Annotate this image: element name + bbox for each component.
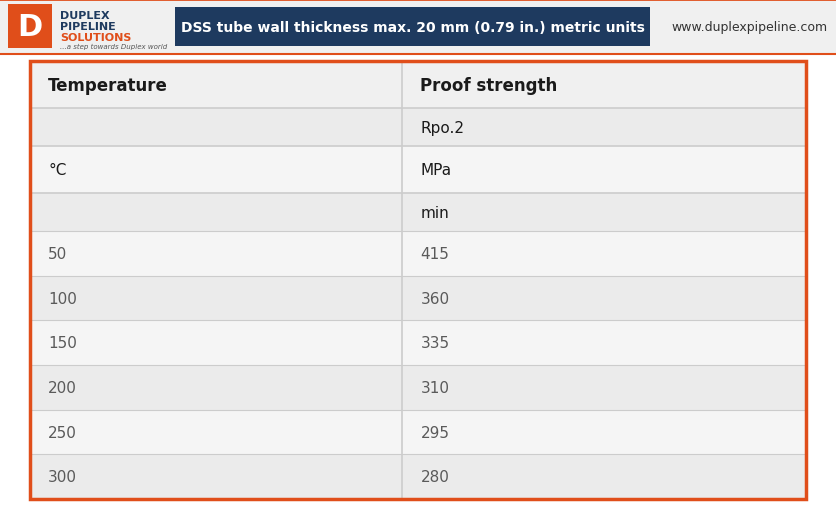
FancyBboxPatch shape: [30, 109, 806, 147]
Text: 250: 250: [48, 425, 77, 440]
Text: D: D: [18, 13, 43, 41]
Text: 50: 50: [48, 246, 67, 261]
Text: DSS tube wall thickness max. 20 mm (0.79 in.) metric units: DSS tube wall thickness max. 20 mm (0.79…: [181, 20, 645, 35]
Text: Proof strength: Proof strength: [421, 76, 558, 94]
Text: 150: 150: [48, 335, 77, 351]
FancyBboxPatch shape: [30, 147, 806, 193]
Text: 100: 100: [48, 291, 77, 306]
Text: 280: 280: [421, 469, 450, 484]
Text: 200: 200: [48, 380, 77, 395]
FancyBboxPatch shape: [30, 365, 806, 410]
Text: min: min: [421, 205, 449, 220]
FancyBboxPatch shape: [0, 0, 836, 55]
Text: 295: 295: [421, 425, 450, 440]
Text: 360: 360: [421, 291, 450, 306]
FancyBboxPatch shape: [30, 193, 806, 232]
Text: www.duplexpipeline.com: www.duplexpipeline.com: [672, 20, 828, 34]
FancyBboxPatch shape: [30, 410, 806, 455]
Text: PIPELINE: PIPELINE: [60, 22, 115, 32]
Text: DUPLEX: DUPLEX: [60, 11, 110, 21]
FancyBboxPatch shape: [30, 276, 806, 321]
FancyBboxPatch shape: [175, 8, 650, 47]
Text: MPa: MPa: [421, 163, 451, 178]
FancyBboxPatch shape: [8, 5, 52, 49]
FancyBboxPatch shape: [30, 321, 806, 365]
Text: Rpo.2: Rpo.2: [421, 120, 465, 135]
FancyBboxPatch shape: [30, 232, 806, 276]
FancyBboxPatch shape: [30, 455, 806, 499]
Text: SOLUTIONS: SOLUTIONS: [60, 33, 131, 43]
FancyBboxPatch shape: [30, 62, 806, 109]
Text: 335: 335: [421, 335, 450, 351]
Text: 415: 415: [421, 246, 450, 261]
Text: 300: 300: [48, 469, 77, 484]
Text: Temperature: Temperature: [48, 76, 168, 94]
Text: 310: 310: [421, 380, 450, 395]
Text: °C: °C: [48, 163, 66, 178]
Text: ...a step towards Duplex world: ...a step towards Duplex world: [60, 44, 167, 50]
